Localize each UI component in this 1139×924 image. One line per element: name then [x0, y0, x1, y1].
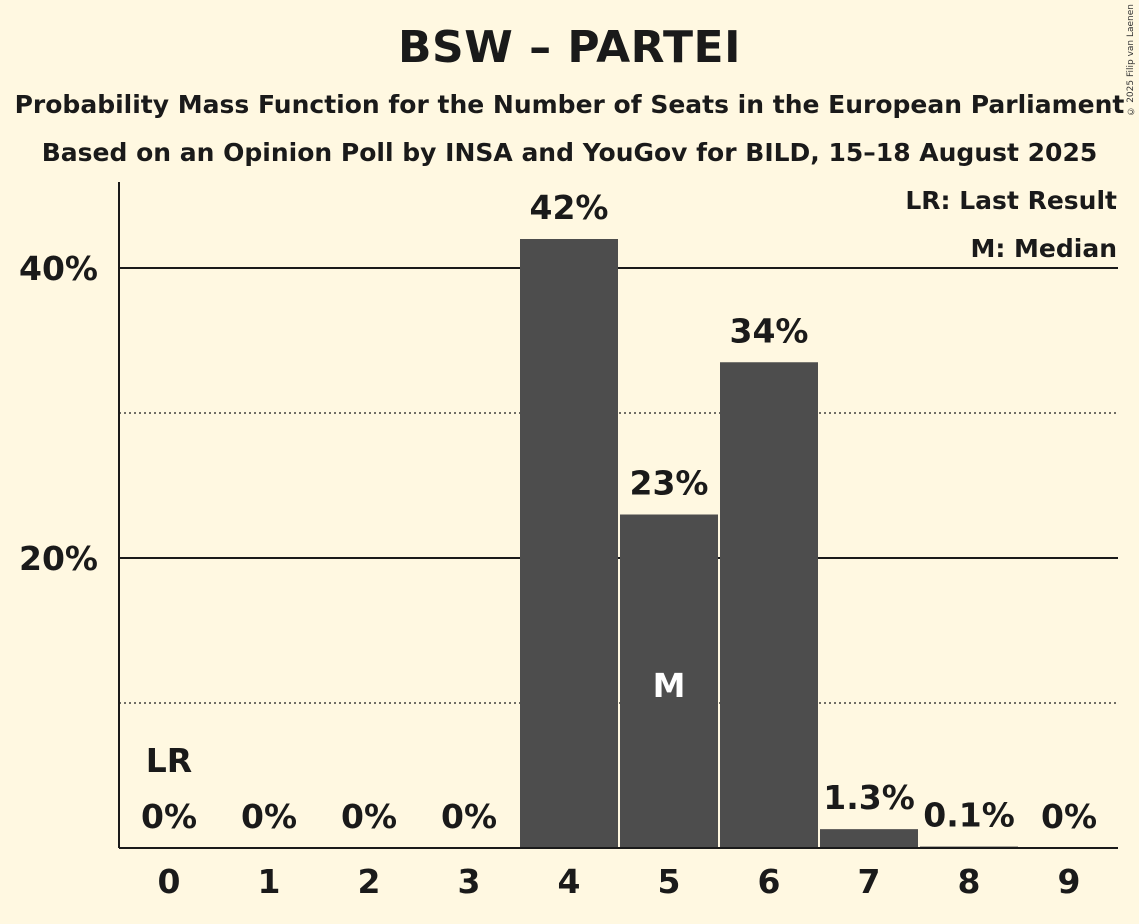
bar-6 — [720, 362, 818, 848]
x-tick-label: 1 — [258, 862, 281, 901]
chart-title: BSW – PARTEI — [397, 22, 741, 73]
x-tick-label: 2 — [358, 862, 381, 901]
last-result-marker: LR — [146, 741, 192, 780]
legend-median: M: Median — [970, 234, 1117, 263]
y-tick-label: 40% — [19, 249, 98, 288]
x-tick-label: 9 — [1058, 862, 1081, 901]
data-label-1: 0% — [241, 797, 297, 836]
x-tick-label: 7 — [858, 862, 881, 901]
data-label-2: 0% — [341, 797, 397, 836]
x-tick-label: 4 — [558, 862, 581, 901]
bar-7 — [820, 829, 918, 848]
data-label-7: 1.3% — [823, 778, 915, 817]
data-label-9: 0% — [1041, 797, 1097, 836]
data-label-5: 23% — [630, 464, 709, 503]
data-label-3: 0% — [441, 797, 497, 836]
data-label-4: 42% — [530, 188, 609, 227]
x-tick-label: 0 — [158, 862, 181, 901]
x-tick-label: 8 — [958, 862, 981, 901]
data-label-0: 0% — [141, 797, 197, 836]
x-tick-label: 6 — [758, 862, 781, 901]
chart-subtitle-2: Based on an Opinion Poll by INSA and You… — [41, 138, 1098, 167]
data-label-6: 34% — [730, 311, 809, 350]
legend-last-result: LR: Last Result — [905, 186, 1117, 215]
median-marker: M — [653, 666, 686, 705]
x-tick-label: 3 — [458, 862, 481, 901]
data-label-8: 0.1% — [923, 796, 1015, 835]
chart-subtitle-1: Probability Mass Function for the Number… — [14, 90, 1125, 119]
bar-5 — [620, 514, 718, 848]
y-tick-label: 20% — [19, 539, 98, 578]
x-tick-label: 5 — [658, 862, 681, 901]
bar-4 — [520, 239, 618, 848]
